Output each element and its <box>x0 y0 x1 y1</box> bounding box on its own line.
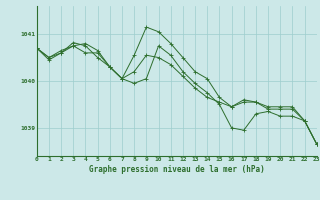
X-axis label: Graphe pression niveau de la mer (hPa): Graphe pression niveau de la mer (hPa) <box>89 165 265 174</box>
